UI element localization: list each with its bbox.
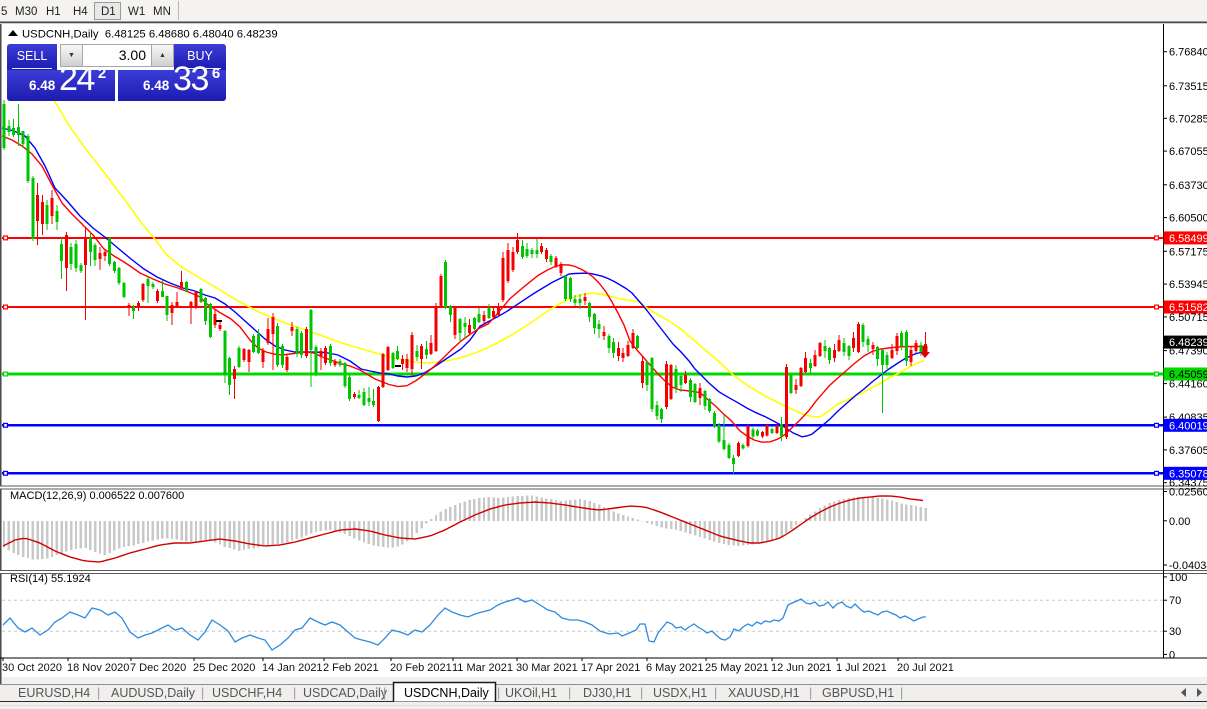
svg-text:|: |	[568, 686, 571, 700]
svg-text:7 Dec 2020: 7 Dec 2020	[130, 662, 186, 674]
svg-text:6.70285: 6.70285	[1169, 113, 1207, 125]
svg-text:MN: MN	[153, 6, 171, 18]
svg-text:6.58499: 6.58499	[1169, 233, 1207, 245]
svg-text:25 Dec 2020: 25 Dec 2020	[193, 662, 255, 674]
svg-text:6.48239: 6.48239	[1169, 337, 1207, 349]
svg-text:H4: H4	[73, 6, 88, 18]
svg-text:RSI(14) 55.1924: RSI(14) 55.1924	[10, 573, 91, 585]
svg-text:6.34375: 6.34375	[1169, 478, 1207, 490]
svg-text:-0.04038: -0.04038	[1169, 560, 1207, 572]
svg-text:|: |	[383, 686, 386, 700]
svg-text:12 Jun 2021: 12 Jun 2021	[771, 662, 832, 674]
svg-text:M30: M30	[15, 6, 37, 18]
svg-text:EURUSD,H4: EURUSD,H4	[18, 686, 90, 700]
svg-text:6.63730: 6.63730	[1169, 180, 1207, 192]
svg-text:6.60500: 6.60500	[1169, 213, 1207, 225]
svg-text:6.50715: 6.50715	[1169, 312, 1207, 324]
svg-text:|: |	[900, 686, 903, 700]
svg-text:USDCNH,Daily: USDCNH,Daily	[404, 686, 489, 700]
svg-text:|: |	[714, 686, 717, 700]
svg-text:AUDUSD,Daily: AUDUSD,Daily	[111, 686, 196, 700]
svg-text:XAUUSD,H1: XAUUSD,H1	[728, 686, 800, 700]
svg-text:2 Feb 2021: 2 Feb 2021	[323, 662, 379, 674]
svg-text:17 Apr 2021: 17 Apr 2021	[581, 662, 640, 674]
svg-text:20 Feb 2021: 20 Feb 2021	[390, 662, 452, 674]
svg-text:|: |	[293, 686, 296, 700]
svg-text:70: 70	[1169, 595, 1181, 607]
svg-text:6.53945: 6.53945	[1169, 279, 1207, 291]
svg-text:6.44160: 6.44160	[1169, 379, 1207, 391]
svg-text:6.57175: 6.57175	[1169, 246, 1207, 258]
svg-text:6.37605: 6.37605	[1169, 445, 1207, 457]
svg-text:USDCNH,Daily 6.48125 6.48680: USDCNH,Daily 6.48125 6.48680 6.48040 6.4…	[22, 29, 278, 41]
svg-text:6.76840: 6.76840	[1169, 47, 1207, 59]
svg-text:6.45059: 6.45059	[1169, 369, 1207, 381]
svg-text:DJ30,H1: DJ30,H1	[583, 686, 632, 700]
svg-text:5: 5	[1, 6, 7, 18]
svg-text:MACD(12,26,9) 0.006522 0.00760: MACD(12,26,9) 0.006522 0.007600	[10, 490, 184, 502]
svg-text:30 Mar 2021: 30 Mar 2021	[516, 662, 578, 674]
svg-text:UKOil,H1: UKOil,H1	[505, 686, 557, 700]
svg-text:USDCAD,Daily: USDCAD,Daily	[303, 686, 388, 700]
svg-text:0.00: 0.00	[1169, 516, 1190, 528]
svg-text:6.40019: 6.40019	[1169, 420, 1207, 432]
svg-text:18 Nov 2020: 18 Nov 2020	[67, 662, 129, 674]
svg-text:0: 0	[1169, 649, 1175, 661]
svg-text:D1: D1	[101, 6, 116, 18]
svg-text:6.35078: 6.35078	[1169, 468, 1207, 480]
svg-text:|: |	[809, 686, 812, 700]
svg-text:11 Mar 2021: 11 Mar 2021	[452, 662, 513, 674]
svg-text:H1: H1	[46, 6, 61, 18]
svg-text:100: 100	[1169, 572, 1187, 584]
svg-text:|: |	[497, 686, 500, 700]
svg-text:|: |	[201, 686, 204, 700]
svg-text:W1: W1	[128, 6, 145, 18]
svg-text:|: |	[640, 686, 643, 700]
svg-text:USDCHF,H4: USDCHF,H4	[212, 686, 282, 700]
svg-text:6.51582: 6.51582	[1169, 302, 1207, 314]
svg-text:USDX,H1: USDX,H1	[653, 686, 707, 700]
svg-text:30 Oct 2020: 30 Oct 2020	[2, 662, 62, 674]
svg-text:|: |	[97, 686, 100, 700]
svg-text:6 May 2021: 6 May 2021	[646, 662, 703, 674]
svg-text:GBPUSD,H1: GBPUSD,H1	[822, 686, 894, 700]
svg-text:6.67055: 6.67055	[1169, 146, 1207, 158]
svg-text:30: 30	[1169, 626, 1181, 638]
svg-text:14 Jan 2021: 14 Jan 2021	[262, 662, 323, 674]
svg-text:6.73515: 6.73515	[1169, 81, 1207, 93]
svg-text:0.025609: 0.025609	[1169, 487, 1207, 499]
svg-text:1 Jul 2021: 1 Jul 2021	[836, 662, 887, 674]
svg-text:25 May 2021: 25 May 2021	[705, 662, 769, 674]
svg-text:20 Jul 2021: 20 Jul 2021	[897, 662, 954, 674]
